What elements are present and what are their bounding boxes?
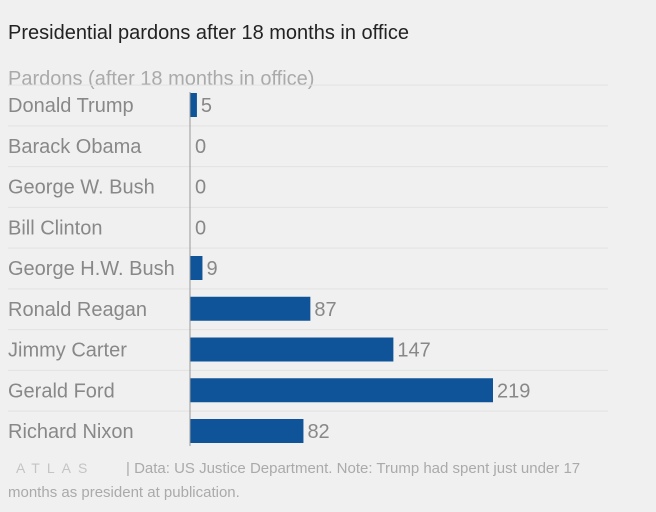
source-note: | Data: US Justice Department. Note: Tru… [8, 460, 581, 501]
value-label: 219 [497, 380, 530, 402]
bar [190, 256, 203, 280]
value-label: 0 [195, 177, 206, 199]
bar [190, 93, 197, 117]
bar-chart: Pardons (after 18 months in office) Dona… [8, 68, 608, 446]
bar [190, 296, 311, 321]
value-label: 87 [314, 299, 336, 321]
value-label: 82 [307, 421, 329, 443]
category-label: Ronald Reagan [8, 299, 147, 321]
bar [190, 337, 394, 362]
bar [190, 378, 493, 403]
category-label: Jimmy Carter [8, 340, 127, 362]
chart-title: Presidential pardons after 18 months in … [8, 22, 409, 44]
value-label: 0 [195, 136, 206, 158]
category-label: Barack Obama [8, 136, 142, 158]
chart-footer: ATLAS | Data: US Justice Department. Note… [8, 456, 628, 505]
category-label: Gerald Ford [8, 380, 115, 402]
value-label: 147 [397, 340, 430, 362]
value-label: 9 [206, 258, 217, 280]
axis-label: Pardons (after 18 months in office) [8, 68, 314, 90]
category-label: Richard Nixon [8, 421, 134, 443]
value-label: 5 [201, 95, 212, 117]
category-label: George H.W. Bush [8, 258, 175, 280]
category-label: Bill Clinton [8, 217, 102, 239]
bar [190, 419, 304, 443]
category-label: Donald Trump [8, 95, 134, 117]
category-label: George W. Bush [8, 177, 155, 199]
value-label: 0 [195, 217, 206, 239]
atlas-logo: ATLAS [16, 460, 95, 476]
